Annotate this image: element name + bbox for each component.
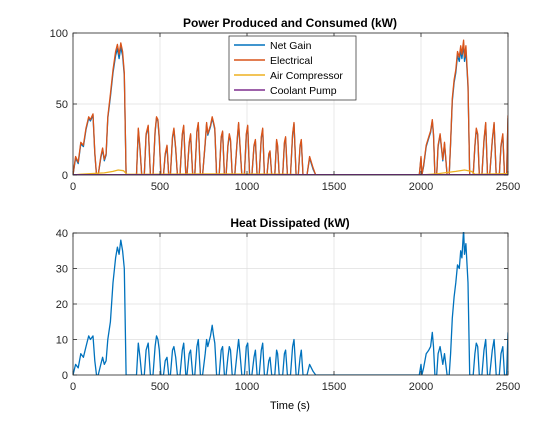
heat-chart-y-tick-label: 40 [56,228,68,240]
power-chart-x-tick-label: 1000 [235,181,259,193]
legend-label-electrical: Electrical [270,55,313,67]
heat-chart-y-tick-label: 10 [56,335,68,347]
heat-chart-x-tick-label: 0 [70,381,76,393]
heat-chart-y-tick-label: 20 [56,299,68,311]
power-chart-title: Power Produced and Consumed (kW) [183,16,397,30]
heat-chart-y-tick-label: 0 [62,370,68,382]
power-chart-x-tick-label: 2500 [496,181,520,193]
legend-label-net-gain: Net Gain [270,40,312,52]
legend-label-coolant-pump: Coolant Pump [270,85,337,97]
heat-chart-title: Heat Dissipated (kW) [230,216,349,230]
power-chart-x-tick-label: 500 [151,181,169,193]
heat-chart: Heat Dissipated (kW) Time (s) 0 500 1000 15… [56,216,520,412]
power-chart-legend: Net Gain Electrical Air Compressor Coolant … [229,36,356,100]
power-chart-y-tick-label: 0 [62,170,68,182]
power-chart-x-tick-label: 0 [70,181,76,193]
heat-chart-x-tick-label: 500 [151,381,169,393]
heat-chart-x-tick-label: 1500 [322,381,346,393]
heat-chart-x-label: Time (s) [270,400,310,412]
legend-label-air-compressor: Air Compressor [270,70,343,82]
heat-chart-y-tick-label: 30 [56,264,68,276]
power-chart-y-tick-label: 50 [56,99,68,111]
power-chart-y-tick-label: 100 [50,28,68,40]
heat-chart-x-tick-label: 2500 [496,381,520,393]
power-chart-x-tick-label: 1500 [322,181,346,193]
power-chart-x-tick-label: 2000 [409,181,433,193]
heat-chart-x-tick-label: 2000 [409,381,433,393]
heat-chart-x-tick-label: 1000 [235,381,259,393]
